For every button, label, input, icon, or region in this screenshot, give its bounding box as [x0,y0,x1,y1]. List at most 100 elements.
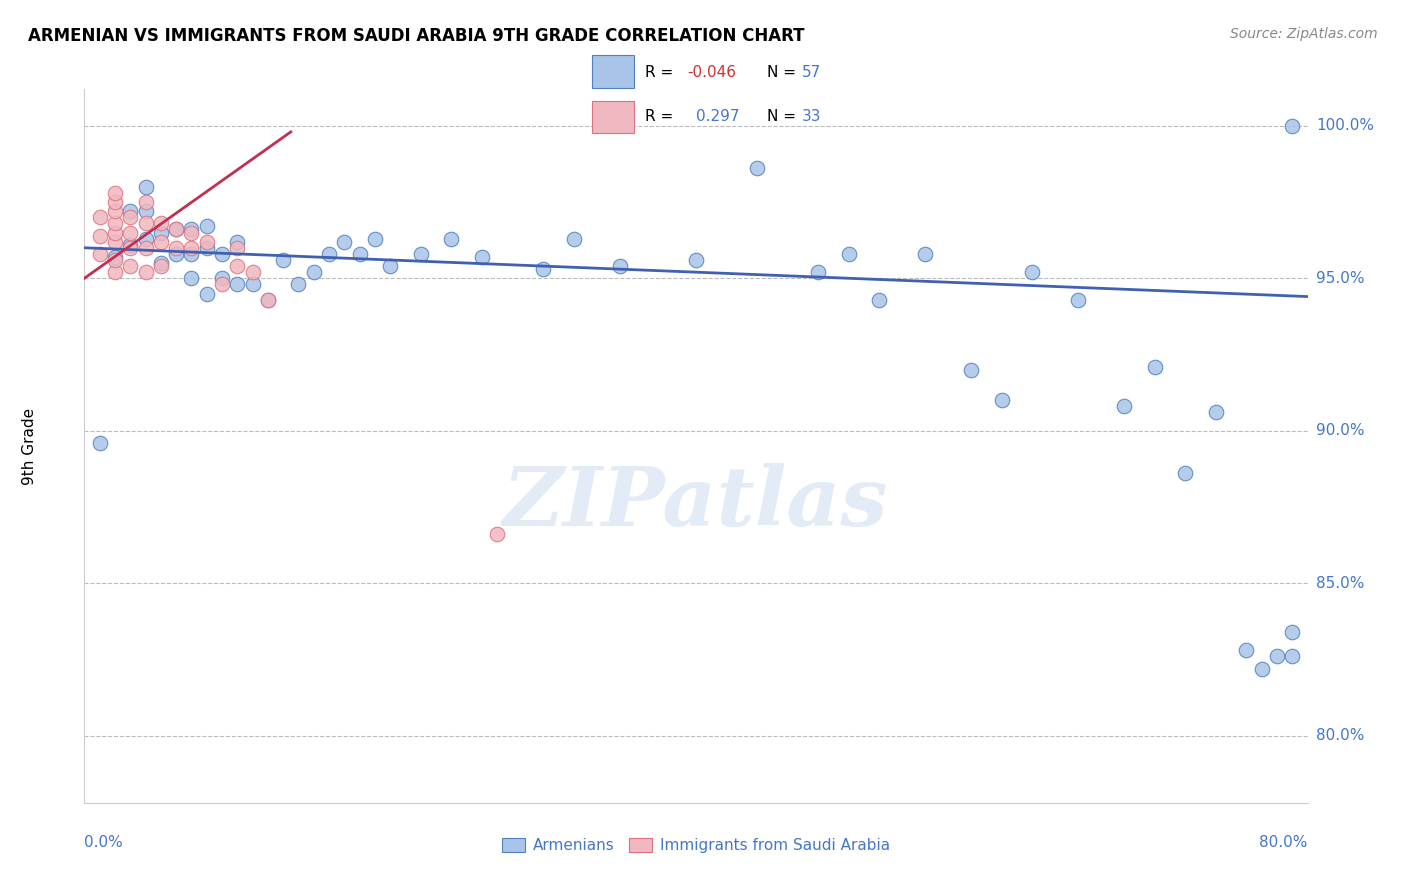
Point [89,228,111,243]
Point [120,237,142,252]
Point [120,226,142,240]
Point [89,436,111,450]
Point [409,247,432,261]
Point [120,241,142,255]
Point [195,235,218,249]
Bar [592,101,634,133]
Point [991,393,1014,408]
Point [257,293,280,307]
Legend: Armenians, Immigrants from Saudi Arabia: Armenians, Immigrants from Saudi Arabia [496,832,896,859]
Point [135,265,157,279]
Text: 100.0%: 100.0% [1316,119,1374,133]
Text: 0.0%: 0.0% [84,835,124,850]
Point [165,222,187,236]
Point [120,259,142,273]
Point [195,286,218,301]
Point [1265,649,1288,664]
Point [685,252,707,267]
Point [104,235,127,249]
Point [318,247,340,261]
Point [531,262,554,277]
Bar [592,55,634,87]
Point [1021,265,1043,279]
Point [302,265,325,279]
Point [211,247,233,261]
Point [104,194,127,209]
Point [149,235,172,249]
Point [104,226,127,240]
Point [135,179,157,194]
Point [914,247,936,261]
Text: ZIPatlas: ZIPatlas [503,463,889,543]
Point [211,277,233,292]
Point [1281,649,1303,664]
Point [257,293,280,307]
Point [149,256,172,270]
Point [271,252,294,267]
Point [380,259,402,273]
Text: ARMENIAN VS IMMIGRANTS FROM SAUDI ARABIA 9TH GRADE CORRELATION CHART: ARMENIAN VS IMMIGRANTS FROM SAUDI ARABIA… [28,27,804,45]
Text: N =: N = [766,64,800,79]
Text: 85.0%: 85.0% [1316,575,1364,591]
Point [747,161,769,176]
Point [165,222,187,236]
Point [180,226,202,240]
Point [242,277,264,292]
Point [135,204,157,219]
Point [165,241,187,255]
Point [104,250,127,264]
Point [149,259,172,273]
Point [135,232,157,246]
Point [104,204,127,219]
Point [180,271,202,285]
Text: 95.0%: 95.0% [1316,271,1364,285]
Point [1205,405,1227,419]
Point [180,241,202,255]
Text: 33: 33 [801,109,821,124]
Point [120,204,142,219]
Point [104,216,127,230]
Point [807,265,830,279]
Point [869,293,891,307]
Point [89,211,111,225]
Text: 80.0%: 80.0% [1316,728,1364,743]
Point [486,527,509,541]
Point [364,232,387,246]
Point [135,241,157,255]
Text: 90.0%: 90.0% [1316,423,1364,438]
Point [226,241,249,255]
Point [135,216,157,230]
Point [226,235,249,249]
Text: 57: 57 [801,64,821,79]
Point [165,247,187,261]
Point [1143,359,1166,374]
Point [1174,467,1197,481]
Point [287,277,309,292]
Point [104,265,127,279]
Point [180,222,202,236]
Point [180,247,202,261]
Point [149,226,172,240]
Point [838,247,860,261]
Point [211,271,233,285]
Text: N =: N = [766,109,800,124]
Point [89,247,111,261]
Text: 0.297: 0.297 [696,109,740,124]
Point [1067,293,1090,307]
Point [440,232,463,246]
Point [1250,662,1272,676]
Point [195,241,218,255]
Point [226,259,249,273]
Point [104,252,127,267]
Text: 9th Grade: 9th Grade [22,408,37,484]
Point [135,194,157,209]
Point [226,277,249,292]
Point [120,211,142,225]
Point [1281,119,1303,133]
Text: -0.046: -0.046 [688,64,735,79]
Point [1281,625,1303,640]
Point [1114,400,1136,414]
Point [349,247,371,261]
Text: R =: R = [645,64,679,79]
Point [960,363,983,377]
